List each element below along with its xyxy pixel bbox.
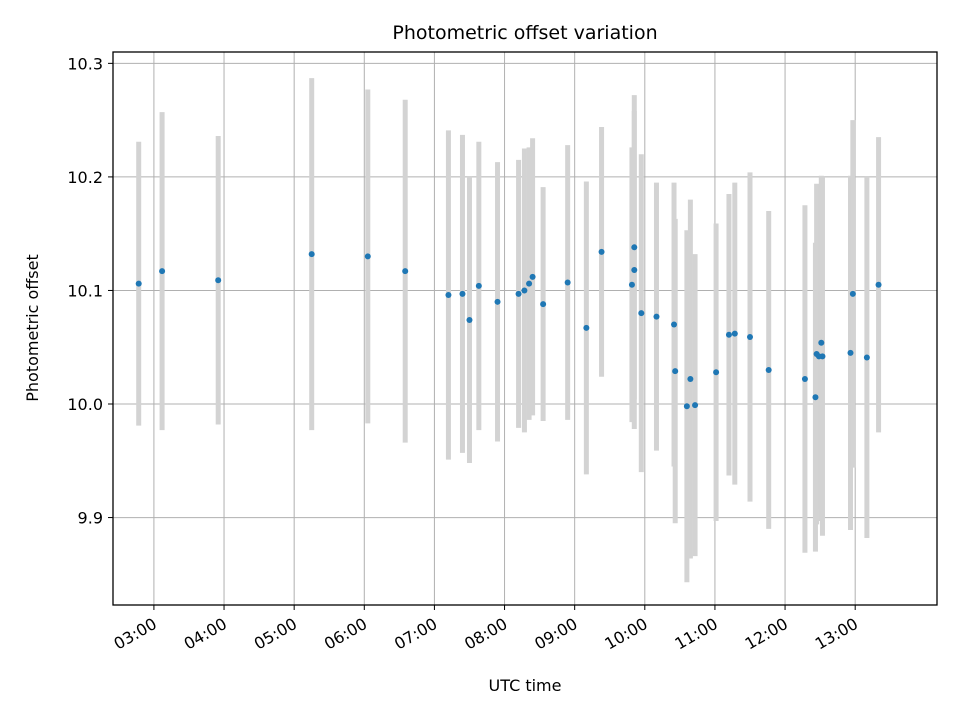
data-point bbox=[875, 281, 882, 288]
x-tick-label: 03:00 bbox=[110, 614, 159, 654]
data-point bbox=[692, 402, 699, 409]
data-point bbox=[628, 281, 635, 288]
data-point bbox=[713, 369, 720, 376]
data-point bbox=[583, 324, 590, 331]
data-point bbox=[540, 301, 547, 308]
x-tick-label: 05:00 bbox=[251, 614, 300, 654]
y-axis-label: Photometric offset bbox=[23, 254, 42, 402]
data-point bbox=[801, 376, 808, 383]
data-point bbox=[638, 310, 645, 317]
data-point bbox=[135, 280, 142, 287]
x-tick-label: 07:00 bbox=[391, 614, 440, 654]
data-point bbox=[631, 244, 638, 251]
data-point bbox=[526, 280, 533, 287]
error-bars bbox=[136, 78, 882, 583]
x-axis-ticks: 03:00 04:00 05:00 06:00 07:00 08:00 09:00 10:00… bbox=[110, 605, 861, 654]
data-point bbox=[521, 287, 528, 294]
y-tick-label: 10.3 bbox=[67, 54, 103, 73]
data-point bbox=[159, 268, 166, 275]
data-point bbox=[725, 331, 732, 338]
data-point bbox=[364, 253, 371, 260]
x-tick-label: 10:00 bbox=[601, 614, 650, 654]
data-point bbox=[308, 251, 315, 258]
data-point bbox=[494, 298, 501, 305]
data-point bbox=[849, 290, 856, 297]
chart-title: Photometric offset variation bbox=[392, 22, 657, 44]
data-point bbox=[818, 339, 825, 346]
data-point bbox=[529, 273, 536, 280]
data-points bbox=[135, 244, 882, 410]
x-axis-label: UTC time bbox=[489, 676, 562, 695]
data-point bbox=[631, 267, 638, 274]
data-point bbox=[466, 316, 473, 323]
x-tick-label: 04:00 bbox=[181, 614, 230, 654]
data-point bbox=[459, 290, 466, 297]
data-point bbox=[671, 321, 678, 328]
data-point bbox=[812, 394, 819, 401]
data-point bbox=[475, 282, 482, 289]
x-tick-label: 09:00 bbox=[531, 614, 580, 654]
data-point bbox=[683, 403, 690, 410]
data-point bbox=[402, 268, 409, 275]
data-point bbox=[847, 349, 854, 356]
x-tick-label: 08:00 bbox=[461, 614, 510, 654]
data-point bbox=[515, 290, 522, 297]
y-tick-label: 10.1 bbox=[67, 281, 103, 300]
x-tick-label: 11:00 bbox=[671, 614, 720, 654]
data-point bbox=[819, 353, 826, 360]
y-tick-label: 9.9 bbox=[78, 509, 103, 528]
data-point bbox=[731, 330, 738, 337]
x-tick-label: 13:00 bbox=[812, 614, 861, 654]
data-point bbox=[564, 279, 571, 286]
data-point bbox=[445, 292, 452, 299]
data-point bbox=[672, 368, 679, 375]
y-tick-label: 10.2 bbox=[67, 168, 103, 187]
data-point bbox=[598, 248, 605, 255]
y-tick-label: 10.0 bbox=[67, 395, 103, 414]
x-tick-label: 06:00 bbox=[321, 614, 370, 654]
data-point bbox=[746, 334, 753, 341]
data-point bbox=[215, 277, 222, 284]
data-point bbox=[653, 313, 660, 320]
data-point bbox=[765, 366, 772, 373]
data-point bbox=[863, 354, 870, 361]
plot-frame bbox=[112, 51, 938, 606]
data-point bbox=[687, 376, 694, 383]
y-axis-ticks: 9.9 10.0 10.1 10.2 10.3 bbox=[67, 54, 113, 528]
x-tick-label: 12:00 bbox=[742, 614, 791, 654]
